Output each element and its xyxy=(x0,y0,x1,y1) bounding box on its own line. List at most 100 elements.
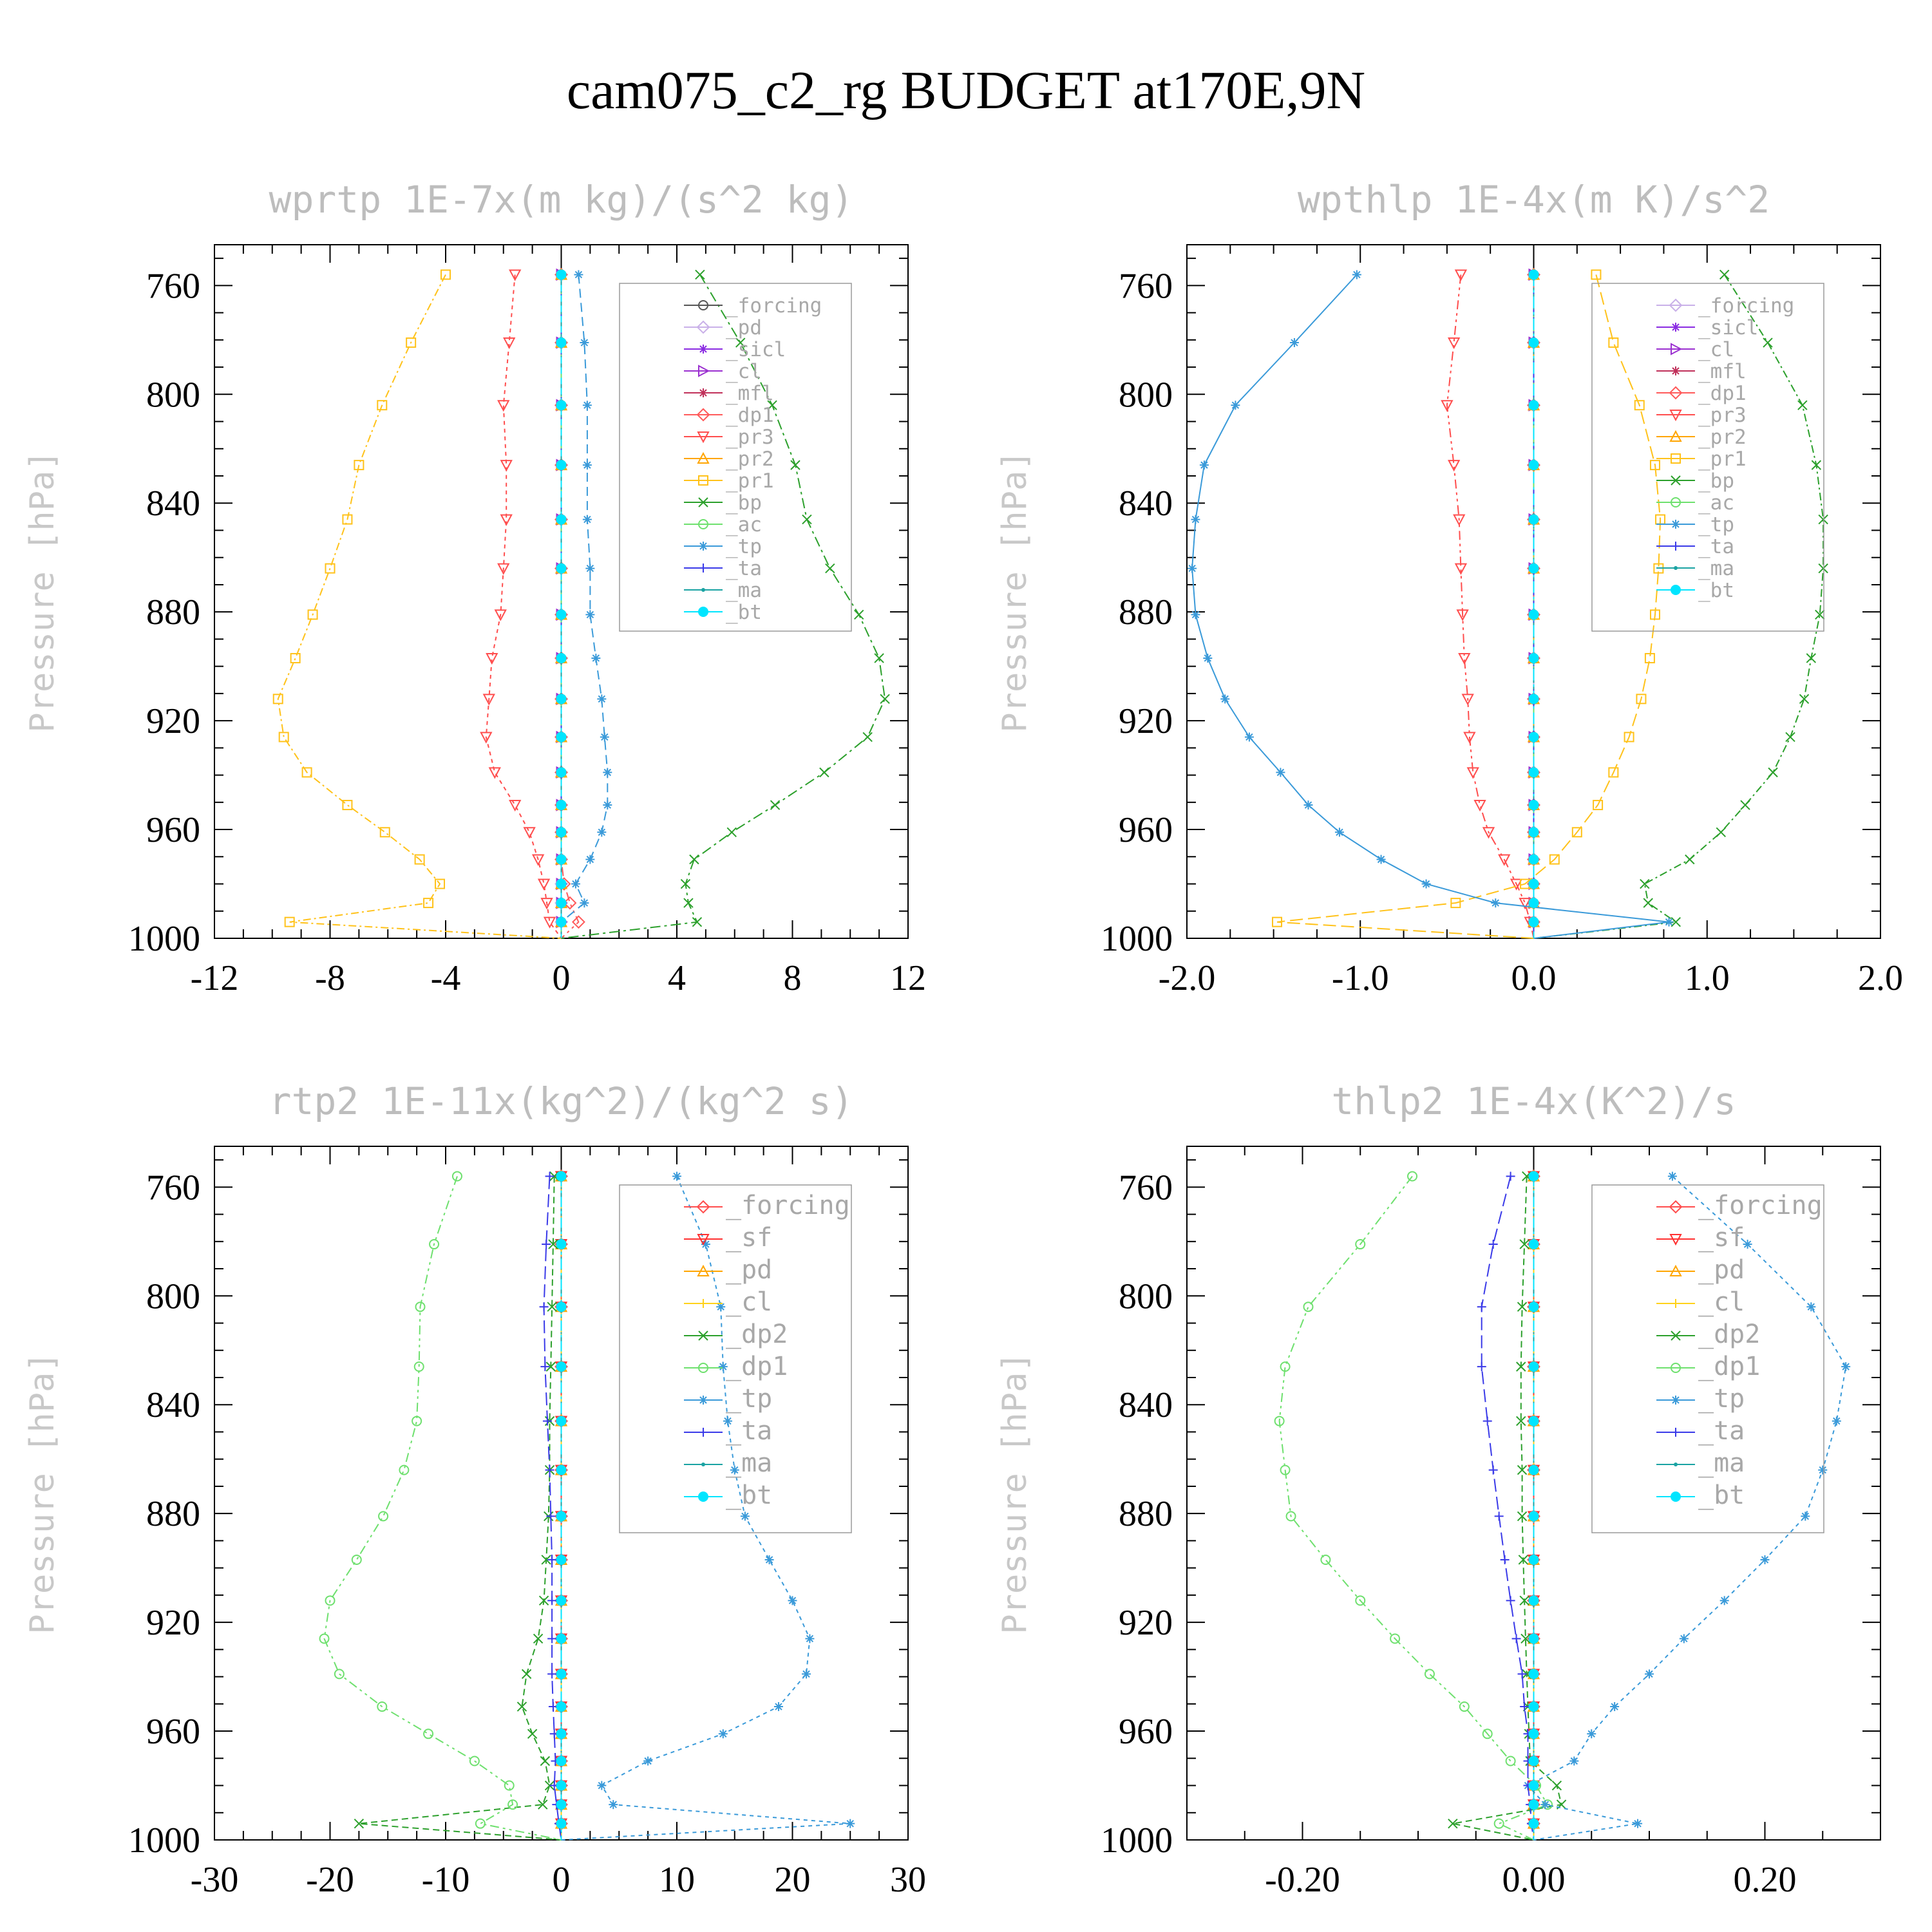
series-bp xyxy=(1533,269,1828,939)
data-point xyxy=(643,1756,653,1766)
data-point xyxy=(1220,694,1230,704)
data-point xyxy=(545,1171,554,1181)
data-point xyxy=(825,563,835,574)
legend-marker xyxy=(698,607,708,617)
legend-marker xyxy=(696,408,710,422)
data-point xyxy=(542,1416,552,1426)
legend-marker xyxy=(1671,1363,1681,1373)
data-point xyxy=(351,1554,362,1565)
data-point xyxy=(767,400,777,410)
data-point xyxy=(482,694,495,706)
data-point xyxy=(543,916,556,929)
series-line xyxy=(1191,274,1669,939)
legend-label: _pr2 xyxy=(1698,426,1747,449)
data-point xyxy=(544,1780,555,1791)
data-point xyxy=(1768,767,1778,778)
data-point xyxy=(672,1171,681,1181)
y-tick-label: 1000 xyxy=(1101,1821,1173,1861)
y-tick-label: 800 xyxy=(146,375,200,415)
legend-marker xyxy=(698,475,708,486)
data-point xyxy=(509,800,522,812)
data-point xyxy=(1528,1464,1539,1475)
legend-marker xyxy=(699,1428,708,1437)
panel-1: wprtp 1E-7x(m kg)/(s^2 kg) Pressure [hPa]… xyxy=(23,178,926,998)
x-tick-label: 0.0 xyxy=(1511,958,1557,998)
x-tick-label: -30 xyxy=(191,1860,239,1900)
data-point xyxy=(1320,1554,1331,1565)
data-point xyxy=(1518,1555,1529,1565)
legend-marker xyxy=(697,431,710,444)
data-point xyxy=(1608,767,1619,778)
legend-label: _pr1 xyxy=(1698,448,1747,471)
data-point xyxy=(556,1595,567,1606)
legend-label: _sf xyxy=(1698,1223,1745,1253)
legend-item-ma: _ma xyxy=(684,1448,772,1478)
legend-label: _mfl xyxy=(726,382,774,405)
data-point xyxy=(556,1239,567,1250)
data-point xyxy=(1528,694,1539,705)
legend-label: _sicl xyxy=(1698,316,1758,339)
data-point xyxy=(1528,732,1539,743)
legend-item-ma: _ma xyxy=(1656,557,1734,580)
x-tick-label: 2.0 xyxy=(1858,958,1903,998)
data-point xyxy=(342,800,353,811)
legend-label: _bp xyxy=(1698,469,1734,493)
legend-label: _mfl xyxy=(1698,360,1747,383)
legend-label: _sf xyxy=(726,1223,772,1253)
legend-label: _tp xyxy=(1698,513,1734,536)
data-point xyxy=(1587,1729,1596,1739)
legend-label: _cl xyxy=(726,360,762,383)
legend-item-bt: _bt xyxy=(1656,1481,1745,1510)
legend-label: _pd xyxy=(726,1255,772,1285)
data-point xyxy=(1244,732,1254,742)
data-point xyxy=(1390,1633,1401,1644)
data-point xyxy=(538,1595,549,1606)
data-point xyxy=(790,460,800,470)
y-axis-label: Pressure [hPa] xyxy=(996,1352,1034,1634)
legend-label: _pr3 xyxy=(1698,404,1747,427)
legend-marker xyxy=(1671,1396,1680,1405)
data-point xyxy=(1540,1800,1550,1810)
data-point xyxy=(1608,337,1619,348)
data-point xyxy=(609,1800,618,1810)
legend-label: _cl xyxy=(1698,1287,1745,1317)
series-line xyxy=(560,274,609,938)
legend-item-ma: _ma xyxy=(1656,1448,1745,1478)
legend-marker xyxy=(1671,520,1680,529)
data-point xyxy=(582,460,592,470)
legend-marker xyxy=(1671,585,1681,595)
data-point xyxy=(1644,652,1655,663)
data-point xyxy=(1528,1818,1539,1829)
legend-marker xyxy=(699,542,708,551)
legend-marker xyxy=(1671,1492,1681,1502)
figure-title: cam075_c2_rg BUDGET at170E,9N xyxy=(566,61,1366,120)
data-point xyxy=(556,514,567,525)
y-tick-label: 800 xyxy=(1119,375,1173,415)
legend-item-ma: _ma xyxy=(684,579,762,602)
legend-label: _ta xyxy=(1698,535,1734,558)
data-point xyxy=(504,1780,515,1791)
y-axis-label: Pressure [hPa] xyxy=(23,450,62,732)
panel-title: thlp2 1E-4x(K^2)/s xyxy=(1331,1079,1736,1123)
x-tick-label: 0.00 xyxy=(1502,1860,1566,1900)
legend-label: _ma xyxy=(726,1448,772,1478)
data-point xyxy=(399,1464,410,1475)
x-tick-label: 12 xyxy=(890,958,926,998)
data-point xyxy=(585,564,595,573)
y-tick-label: 920 xyxy=(146,701,200,741)
data-point xyxy=(1421,879,1431,889)
data-point xyxy=(497,563,510,575)
data-point xyxy=(1528,1361,1539,1372)
legend-marker xyxy=(698,1492,708,1502)
y-tick-label: 1000 xyxy=(128,1821,200,1861)
data-point xyxy=(556,563,567,574)
data-point xyxy=(556,1511,567,1522)
legend-item-ac: _ac xyxy=(1656,491,1734,515)
legend-marker xyxy=(698,497,708,507)
data-point xyxy=(278,732,289,743)
series-line xyxy=(359,1176,562,1841)
legend-box xyxy=(619,1184,852,1533)
data-point xyxy=(770,800,781,810)
legend-marker xyxy=(1671,323,1680,332)
data-point xyxy=(469,1756,480,1766)
